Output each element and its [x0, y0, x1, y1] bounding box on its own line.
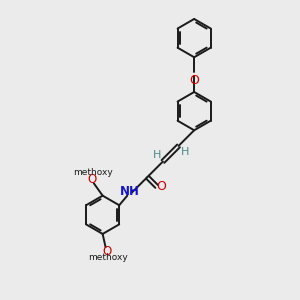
- Text: H: H: [181, 147, 189, 157]
- Text: O: O: [156, 180, 166, 193]
- Text: O: O: [88, 173, 97, 186]
- Text: O: O: [102, 245, 112, 258]
- Text: O: O: [189, 74, 199, 87]
- Text: NH: NH: [120, 185, 140, 198]
- Text: methoxy: methoxy: [88, 253, 128, 262]
- Text: methoxy: methoxy: [73, 168, 113, 177]
- Text: H: H: [152, 150, 161, 160]
